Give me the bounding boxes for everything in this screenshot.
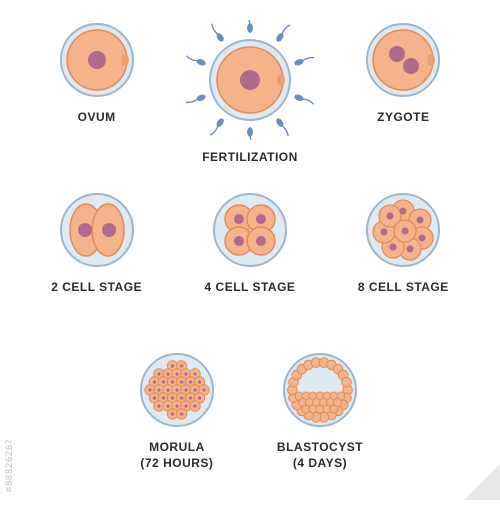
stage-8cell: 8 CELL STAGE [327, 180, 480, 330]
ovum-label: OVUM [78, 110, 116, 126]
stage-4cell: 4 CELL STAGE [173, 180, 326, 330]
fertilization-icon [180, 20, 320, 140]
stage-fertilization: FERTILIZATION [173, 10, 326, 180]
watermark-id: #88826267 [4, 438, 14, 492]
blastocyst-label: BLASTOCYST (4 DAYS) [277, 440, 363, 471]
stage-ovum: OVUM [20, 10, 173, 180]
fertilization-label: FERTILIZATION [202, 150, 298, 166]
eight-cell-label: 8 CELL STAGE [358, 280, 449, 296]
ovum-icon [57, 20, 137, 100]
stage-zygote: ZYGOTE [327, 10, 480, 180]
page-curl-icon [464, 464, 500, 500]
zygote-icon [363, 20, 443, 100]
morula-label: MORULA (72 HOURS) [140, 440, 213, 471]
zygote-label: ZYGOTE [377, 110, 429, 126]
two-cell-label: 2 CELL STAGE [51, 280, 142, 296]
embryo-stages-diagram: OVUM FERTILIZATION [0, 0, 500, 510]
stage-morula: MORULA (72 HOURS) [137, 340, 217, 480]
morula-icon [137, 350, 217, 430]
stage-blastocyst: BLASTOCYST (4 DAYS) [277, 340, 363, 480]
four-cell-icon [210, 190, 290, 270]
two-cell-icon [57, 190, 137, 270]
blastocyst-icon [280, 350, 360, 430]
four-cell-label: 4 CELL STAGE [205, 280, 296, 296]
eight-cell-icon [363, 190, 443, 270]
stage-2cell: 2 CELL STAGE [20, 180, 173, 330]
